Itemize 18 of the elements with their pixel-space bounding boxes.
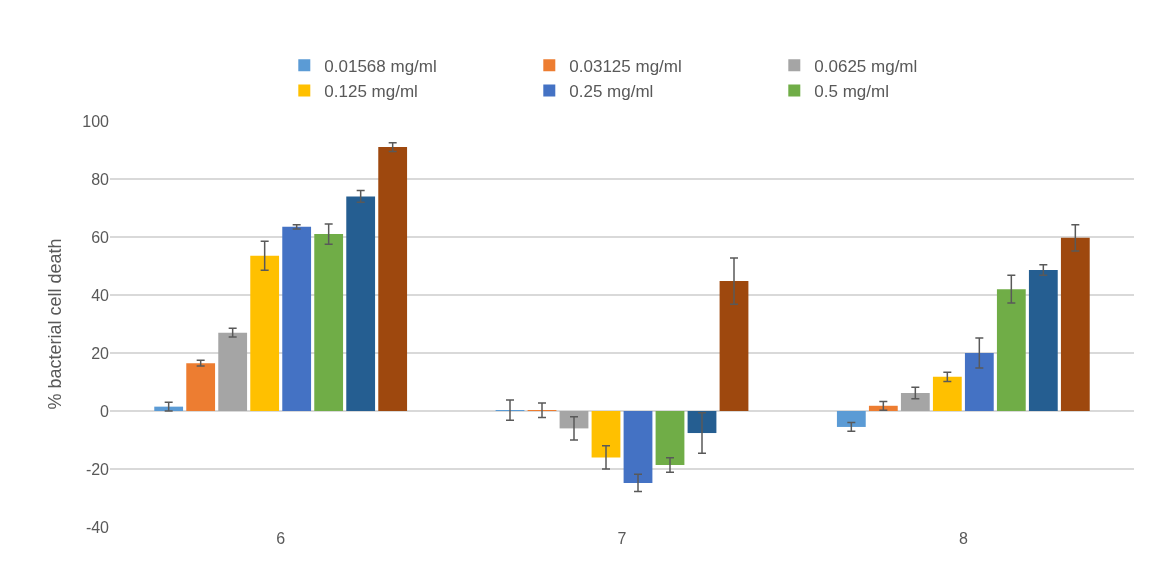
y-axis-title: % bacterial cell death [45,238,66,410]
x-tick-label: 6 [276,530,286,547]
legend-label: 0.25 mg/ml [569,82,654,102]
legend-label: 0.01568 mg/ml [324,57,437,76]
y-tick-label: 80 [91,170,110,188]
legend-label: 0.0625 mg/ml [814,57,918,76]
y-tick-label: 100 [82,112,110,130]
legend-label: 0.03125 mg/ml [569,57,682,76]
y-tick-label: 0 [100,402,110,420]
y-tick-label: -40 [85,518,110,536]
y-tick-label: 20 [91,344,110,362]
legend-label: 0.125 mg/ml [324,82,418,102]
legend-label: 0.5 mg/ml [814,82,889,102]
y-tick-label: 60 [91,228,110,246]
x-tick-label: 7 [617,530,627,547]
y-tick-label: 40 [91,286,110,304]
x-tick-label: 8 [958,530,968,547]
y-tick-label: -20 [85,460,110,478]
